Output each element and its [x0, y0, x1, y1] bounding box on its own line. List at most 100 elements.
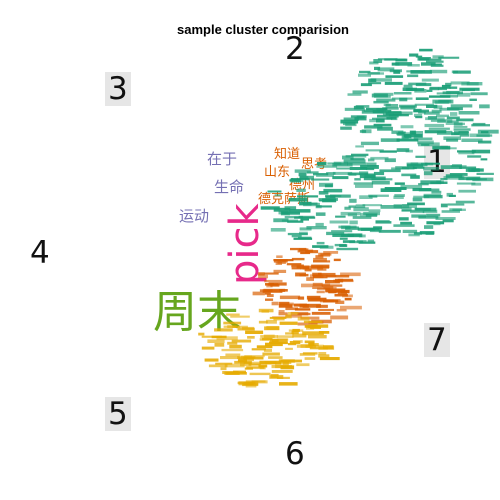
teal-word-mark [476, 134, 492, 136]
teal-word-mark [360, 130, 366, 133]
teal-word-mark [317, 242, 325, 245]
teal-word-mark [415, 156, 425, 158]
teal-word-mark [351, 154, 368, 156]
teal-word-mark [349, 241, 363, 244]
teal-word-mark [323, 189, 342, 193]
gold-word-mark [277, 335, 293, 338]
teal-word-mark [311, 179, 329, 181]
teal-word-mark [477, 173, 494, 175]
gold-word-mark [259, 321, 268, 324]
gold-word-mark [202, 347, 215, 350]
word-7: 山东 [264, 165, 290, 180]
teal-word-mark [377, 127, 393, 131]
teal-word-mark [285, 206, 297, 210]
teal-word-mark [418, 142, 440, 146]
gold-word-mark [280, 322, 298, 325]
teal-word-mark [354, 106, 364, 110]
gold-word-mark [205, 359, 219, 362]
gold-word-mark [323, 345, 334, 349]
orange-word-mark [334, 259, 341, 261]
teal-word-mark [416, 97, 429, 100]
gold-word-mark [245, 331, 263, 334]
gold-word-mark [298, 317, 310, 321]
teal-word-mark [395, 62, 412, 66]
orange-word-mark [264, 280, 282, 282]
gold-word-mark [217, 336, 238, 340]
teal-word-mark [355, 145, 364, 147]
teal-word-mark [451, 104, 473, 107]
teal-word-mark [453, 71, 471, 74]
teal-word-mark [400, 222, 412, 225]
teal-word-mark [414, 114, 422, 117]
gold-word-mark [296, 363, 309, 366]
teal-word-mark [399, 217, 409, 220]
gold-word-mark [229, 345, 242, 349]
teal-word-mark [404, 85, 413, 88]
teal-word-mark [438, 57, 459, 59]
teal-word-mark [458, 151, 474, 154]
teal-word-mark [467, 82, 483, 85]
gold-word-mark [259, 309, 274, 313]
teal-word-mark [271, 228, 286, 232]
gold-word-mark [281, 360, 302, 363]
teal-word-mark [407, 75, 418, 78]
gold-word-mark [285, 348, 293, 350]
teal-word-mark [478, 141, 491, 144]
teal-word-mark [368, 82, 381, 84]
gold-word-mark [252, 348, 266, 350]
orange-word-mark [322, 284, 343, 286]
teal-word-mark [364, 109, 374, 112]
teal-word-mark [386, 104, 399, 108]
teal-word-mark [447, 117, 460, 120]
gold-word-mark [250, 373, 271, 375]
teal-word-mark [348, 93, 362, 96]
teal-word-mark [424, 225, 433, 229]
teal-word-mark [281, 211, 290, 215]
gold-word-mark [269, 375, 283, 379]
orange-word-mark [265, 299, 273, 301]
orange-word-mark [305, 250, 318, 253]
orange-word-mark [313, 275, 328, 279]
teal-word-mark [454, 128, 471, 131]
teal-word-mark [442, 147, 457, 149]
teal-word-mark [457, 183, 476, 185]
orange-word-mark [335, 279, 343, 283]
teal-word-mark [408, 88, 425, 91]
orange-word-mark [317, 291, 325, 293]
teal-word-mark [369, 195, 377, 197]
teal-word-mark [381, 188, 402, 192]
gold-word-mark [225, 364, 245, 368]
gold-word-mark [226, 314, 240, 316]
teal-word-mark [414, 109, 422, 112]
teal-word-mark [300, 227, 312, 230]
teal-word-mark [340, 238, 348, 240]
teal-word-mark [447, 107, 463, 110]
teal-word-mark [369, 209, 381, 212]
teal-word-mark [481, 131, 488, 133]
teal-word-mark [420, 231, 435, 234]
orange-word-mark [330, 316, 348, 320]
teal-word-mark [454, 131, 468, 135]
teal-word-mark [449, 208, 462, 211]
teal-word-mark [336, 248, 358, 250]
teal-word-mark [444, 176, 465, 180]
teal-word-mark [450, 112, 457, 116]
teal-word-mark [353, 90, 368, 93]
teal-word-mark [299, 173, 307, 177]
teal-word-mark [295, 169, 311, 172]
teal-word-mark [443, 219, 454, 222]
teal-word-mark [317, 162, 327, 165]
gold-word-mark [221, 367, 227, 370]
teal-word-mark [385, 75, 403, 78]
orange-word-mark [272, 302, 279, 306]
teal-word-mark [379, 230, 401, 233]
teal-word-mark [469, 99, 477, 101]
teal-word-mark [416, 83, 432, 86]
teal-word-mark [373, 101, 388, 104]
teal-word-mark [300, 176, 308, 179]
gold-word-mark [264, 326, 279, 330]
orange-word-mark [313, 258, 327, 262]
word-5: 知道 [274, 146, 300, 162]
gold-word-mark [230, 316, 250, 318]
